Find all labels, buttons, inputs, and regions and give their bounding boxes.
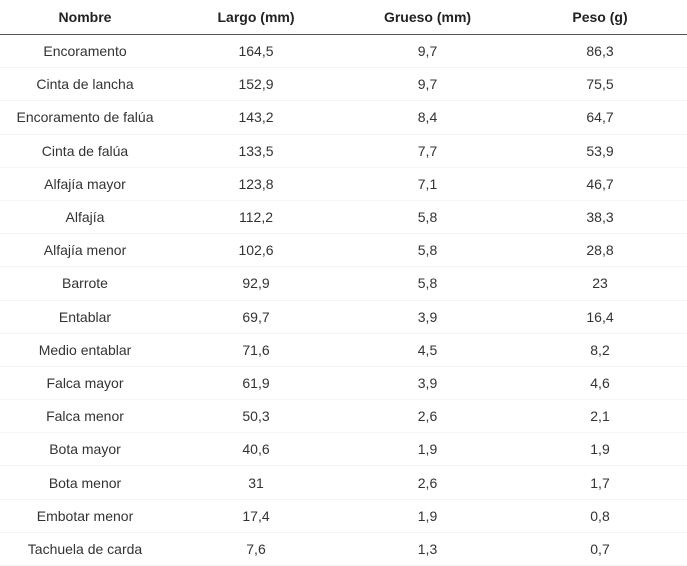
table-cell: Encoramento de falúa: [16, 109, 154, 126]
table-cell: 92,9: [242, 275, 270, 292]
table-cell: 8,2: [590, 341, 610, 358]
table-cell: Embotar menor: [36, 507, 134, 524]
table-cell: 4,5: [417, 341, 438, 358]
table-cell: 64,7: [586, 109, 614, 126]
table-cell: 8,4: [417, 109, 438, 126]
table-cell: 71,6: [242, 341, 270, 358]
table-cell: Falca menor: [46, 408, 124, 425]
table-cell: 1,3: [417, 540, 438, 557]
table-cell: 17,4: [242, 507, 270, 524]
table-row: Embotar menor 17,4 1,9 0,8: [0, 499, 687, 533]
table-cell: Encoramento: [43, 43, 127, 60]
table-cell: 7,1: [417, 175, 438, 192]
table-cell: 38,3: [586, 209, 614, 226]
table-cell: 53,9: [586, 142, 614, 159]
table-cell: Entablar: [58, 308, 112, 325]
table-cell: 2,1: [590, 408, 610, 425]
table-cell: Falca mayor: [46, 374, 124, 391]
table-cell: 1,9: [590, 441, 610, 458]
table-row: Medio entablar 71,6 4,5 8,2: [0, 333, 687, 367]
table-head: Nombre Largo (mm) Grueso (mm) Peso (g): [0, 0, 687, 35]
table-cell: 7,7: [417, 142, 438, 159]
table-body: Encoramento 164,5 9,7 86,3 Cinta de lancha 15…: [0, 35, 687, 566]
column-header: Nombre: [0, 0, 170, 35]
table-row: Bota mayor 40,6 1,9 1,9: [0, 433, 687, 466]
table-cell: 7,6: [246, 540, 266, 557]
table-cell: 5,8: [417, 209, 438, 226]
table-cell: Alfajía: [65, 209, 105, 226]
table-cell: 31: [248, 474, 264, 491]
table-cell: 86,3: [586, 43, 614, 60]
table-cell: Bota menor: [48, 474, 122, 491]
table-cell: 143,2: [238, 109, 274, 126]
column-header: Largo (mm): [170, 0, 342, 35]
table-cell: Alfajía mayor: [44, 175, 126, 192]
table-cell: 75,5: [586, 76, 614, 93]
table-row: Falca mayor 61,9 3,9 4,6: [0, 366, 687, 400]
table-cell: 0,7: [590, 540, 610, 557]
table-cell: 40,6: [242, 441, 270, 458]
table-cell: 1,7: [590, 474, 610, 491]
table-cell: Tachuela de carda: [27, 540, 143, 557]
table-row: Alfajía 112,2 5,8 38,3: [0, 200, 687, 234]
table-cell: 0,8: [590, 507, 610, 524]
table-cell: 46,7: [586, 175, 614, 192]
column-header: Grueso (mm): [342, 0, 513, 35]
table-cell: 152,9: [238, 76, 274, 93]
table-row: Falca menor 50,3 2,6 2,1: [0, 400, 687, 433]
table-cell: 3,9: [417, 308, 438, 325]
table-cell: Alfajía menor: [43, 242, 127, 259]
table-row: Cinta de falúa 133,5 7,7 53,9: [0, 134, 687, 168]
table-row: Bota menor 31 2,6 1,7: [0, 466, 687, 500]
table-cell: 5,8: [417, 275, 438, 292]
table-cell: 1,9: [417, 441, 438, 458]
table-cell: Cinta de lancha: [36, 76, 134, 93]
table-cell: 123,8: [238, 175, 274, 192]
table-row: Encoramento 164,5 9,7 86,3: [0, 35, 687, 68]
table-cell: 133,5: [238, 142, 274, 159]
table-row: Entablar 69,7 3,9 16,4: [0, 300, 687, 334]
table-cell: 23: [592, 275, 608, 292]
table-cell: 102,6: [238, 242, 274, 259]
table-cell: 28,8: [586, 242, 614, 259]
table-cell: 5,8: [417, 242, 438, 259]
table-row: Tachuela de carda 7,6 1,3 0,7: [0, 532, 687, 566]
table-cell: 9,7: [417, 43, 438, 60]
table-cell: 1,9: [417, 507, 438, 524]
table-cell: 3,9: [417, 374, 438, 391]
column-header: Peso (g): [513, 0, 687, 35]
table-row: Cinta de lancha 152,9 9,7 75,5: [0, 68, 687, 101]
header-row: Nombre Largo (mm) Grueso (mm) Peso (g): [0, 0, 687, 35]
table-cell: 9,7: [417, 76, 438, 93]
table-cell: 69,7: [242, 308, 270, 325]
table-cell: Bota mayor: [49, 441, 121, 458]
table-row: Encoramento de falúa 143,2 8,4 64,7: [0, 101, 687, 135]
table-cell: 50,3: [242, 408, 270, 425]
table-cell: 16,4: [586, 308, 614, 325]
table-row: Alfajía menor 102,6 5,8 28,8: [0, 234, 687, 267]
table-cell: Barrote: [62, 275, 108, 292]
table-cell: 2,6: [417, 408, 438, 425]
table-cell: 61,9: [242, 374, 270, 391]
table-cell: 4,6: [590, 374, 610, 391]
table-cell: Medio entablar: [38, 341, 132, 358]
table-cell: 112,2: [239, 209, 273, 226]
table-row: Barrote 92,9 5,8 23: [0, 267, 687, 300]
table-cell: 2,6: [417, 474, 438, 491]
table-row: Alfajía mayor 123,8 7,1 46,7: [0, 167, 687, 201]
table-cell: 164,5: [238, 43, 274, 60]
table-cell: Cinta de falúa: [41, 142, 129, 159]
